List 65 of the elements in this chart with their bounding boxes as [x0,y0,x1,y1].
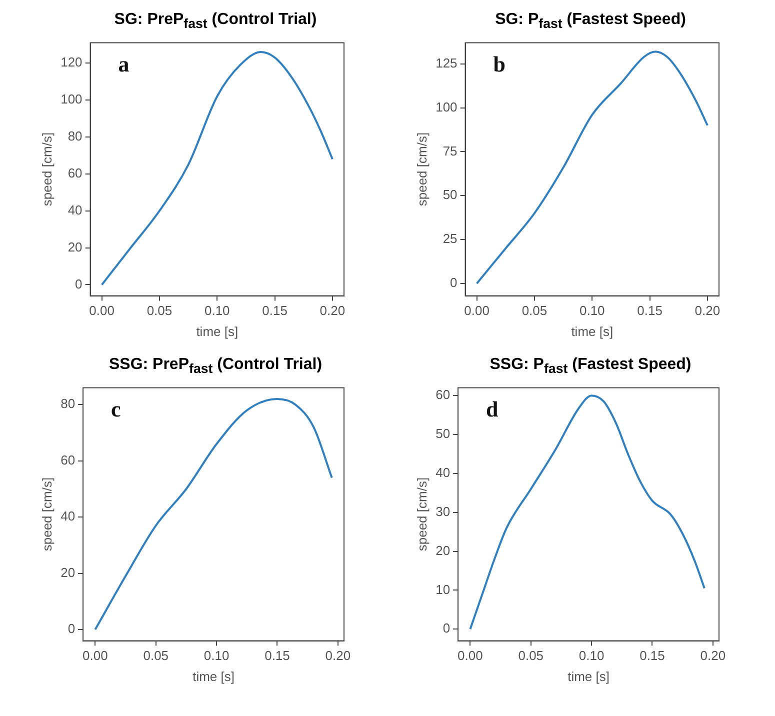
x-tick-label: 0.10 [578,648,604,664]
y-tick-label: 60 [68,165,82,180]
y-tick-label: 125 [436,55,458,70]
y-tick-label: 20 [60,564,76,580]
y-tick-label: 60 [436,387,450,402]
x-tick-label: 0.15 [637,303,662,318]
y-tick-label: 20 [68,239,82,254]
y-tick-label: 20 [436,542,450,558]
y-tick-label: 0 [75,276,82,292]
y-tick-label: 40 [68,202,82,218]
y-axis-title: speed [cm/s] [39,477,54,552]
y-tick-label: 120 [60,54,82,70]
y-tick-label: 0 [68,621,76,636]
annotation: d [486,396,498,422]
y-tick-label: 0 [442,620,450,636]
chart-title: SG: PreP$_{fast}$ (Control Trial) [113,10,318,32]
x-tick-label: 0.00 [82,648,108,664]
y-tick-label: 75 [442,143,458,158]
y-tick-label: 100 [60,92,82,107]
x-tick-label: 0.10 [204,303,230,318]
x-tick-label: 0.20 [694,303,720,318]
annotation: c [111,396,122,422]
line-series [469,394,706,630]
annotation: b [493,51,506,76]
y-tick-label: 10 [436,582,450,597]
chart-title: SSG: P$_{fast}$ (Fastest Speed) [488,355,692,377]
x-tick-label: 0.00 [464,303,490,318]
x-tick-label: 0.10 [579,303,605,318]
y-axis-title: speed [cm/s] [39,132,54,206]
y-tick-label: 50 [442,187,458,202]
y-tick-label: 80 [60,396,76,412]
chart-title: SSG: PreP$_{fast}$ (Control Trial) [108,355,324,377]
x-tick-label: 0.15 [262,303,288,318]
y-tick-label: 30 [436,504,450,519]
x-tick-label: 0.05 [522,303,548,318]
y-tick-label: 40 [60,508,76,524]
x-tick-label: 0.20 [700,648,726,664]
y-tick-label: 25 [442,231,458,246]
x-axis-title: time [s] [568,668,610,684]
x-axis-title: time [s] [196,324,238,339]
y-axis-title: speed [cm/s] [414,132,430,206]
x-tick-label: 0.00 [458,648,483,664]
x-tick-label: 0.05 [143,648,169,664]
x-tick-label: 0.05 [518,648,544,664]
line-series [100,51,334,286]
x-axis-title: time [s] [571,324,614,339]
y-tick-label: 50 [436,426,450,442]
line-series [476,50,708,284]
y-tick-label: 0 [450,275,458,290]
x-tick-label: 0.15 [640,648,665,664]
y-tick-label: 40 [436,465,450,480]
annotation: a [118,51,130,76]
chart-title: SG: P$_{fast}$ (Fastest Speed) [494,10,687,32]
x-tick-label: 0.00 [89,303,114,318]
x-tick-label: 0.20 [320,303,346,318]
x-axis-title: time [s] [192,668,234,684]
line-series [94,398,333,631]
x-tick-label: 0.05 [146,303,172,318]
y-tick-label: 100 [436,99,458,114]
x-tick-label: 0.10 [204,648,230,664]
y-tick-label: 80 [68,128,82,144]
y-axis-title: speed [cm/s] [414,477,430,552]
y-tick-label: 60 [60,452,76,468]
x-tick-label: 0.20 [325,648,351,664]
x-tick-label: 0.15 [264,648,290,664]
